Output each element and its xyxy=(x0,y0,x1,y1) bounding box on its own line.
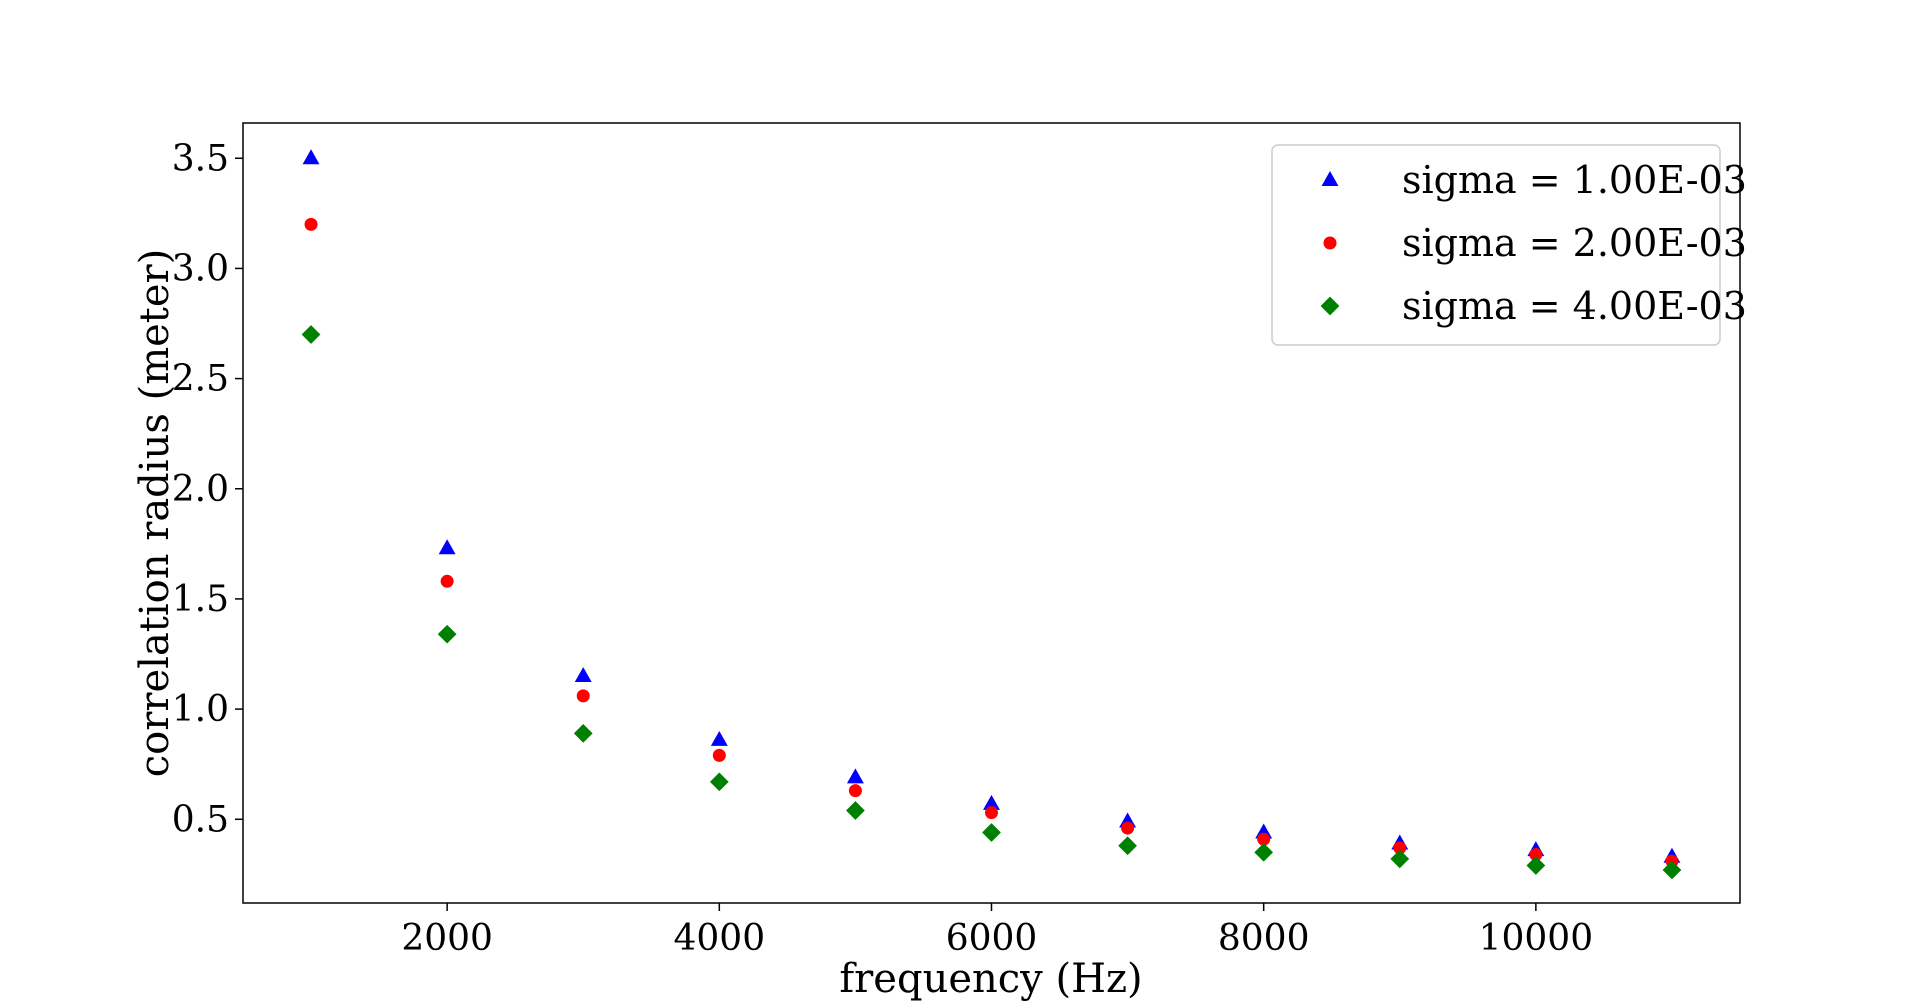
legend-marker xyxy=(1321,171,1339,186)
data-point xyxy=(712,748,726,762)
legend-label: sigma = 1.00E-03 xyxy=(1402,158,1747,202)
y-tick-label: 1.0 xyxy=(172,689,229,730)
data-point xyxy=(1118,836,1137,856)
y-tick-label: 2.5 xyxy=(172,359,229,400)
y-tick-label: 0.5 xyxy=(172,799,229,840)
data-point xyxy=(1662,860,1682,880)
x-tick-label: 10000 xyxy=(1479,918,1594,959)
data-point xyxy=(709,772,729,792)
data-point xyxy=(304,217,318,231)
legend-label: sigma = 4.00E-03 xyxy=(1402,284,1747,328)
x-tick-label: 2000 xyxy=(401,918,493,959)
legend-frame xyxy=(1271,144,1721,346)
data-point xyxy=(1526,856,1546,875)
x-axis-label: frequency (Hz) xyxy=(839,956,1142,1002)
legend-marker xyxy=(1323,236,1337,250)
series-3 xyxy=(301,325,1682,880)
data-point xyxy=(982,823,1001,842)
data-point xyxy=(1121,821,1135,835)
data-point xyxy=(1257,832,1271,846)
data-point xyxy=(1390,849,1410,869)
legend-label: sigma = 2.00E-03 xyxy=(1402,221,1747,265)
x-tick-label: 4000 xyxy=(674,918,766,959)
legend-marker xyxy=(1320,296,1340,316)
x-axis-ticks: 2000 4000 6000 8000 10000 xyxy=(401,903,1593,959)
data-point xyxy=(1529,848,1543,862)
y-axis-ticks: 0.5 1.0 1.5 2.0 2.5 3.0 3.5 xyxy=(172,138,243,840)
x-tick-label: 6000 xyxy=(946,918,1038,959)
data-point xyxy=(438,539,456,555)
data-point xyxy=(301,325,321,344)
data-point xyxy=(576,689,590,703)
y-tick-label: 2.0 xyxy=(172,469,229,510)
data-point xyxy=(985,806,998,820)
y-tick-label: 3.5 xyxy=(172,138,229,179)
data-point xyxy=(846,768,864,784)
y-tick-label: 1.5 xyxy=(172,579,229,620)
data-point xyxy=(574,667,592,683)
y-tick-label: 3.0 xyxy=(172,248,229,289)
data-point xyxy=(573,723,593,743)
y-axis-label: correlation radius (meter) xyxy=(132,249,178,778)
data-point xyxy=(440,574,454,588)
x-tick-label: 8000 xyxy=(1218,918,1310,959)
data-point xyxy=(437,624,457,644)
data-point xyxy=(1254,842,1274,862)
legend: sigma = 1.00E-03 sigma = 2.00E-03 sigma = … xyxy=(1271,144,1747,346)
data-point xyxy=(848,784,862,798)
data-point xyxy=(302,149,320,165)
series-2 xyxy=(304,217,1679,868)
data-point xyxy=(1393,841,1407,855)
data-point xyxy=(710,730,728,746)
data-point xyxy=(983,794,1000,810)
data-point xyxy=(846,801,865,820)
data-markers xyxy=(301,149,1682,880)
